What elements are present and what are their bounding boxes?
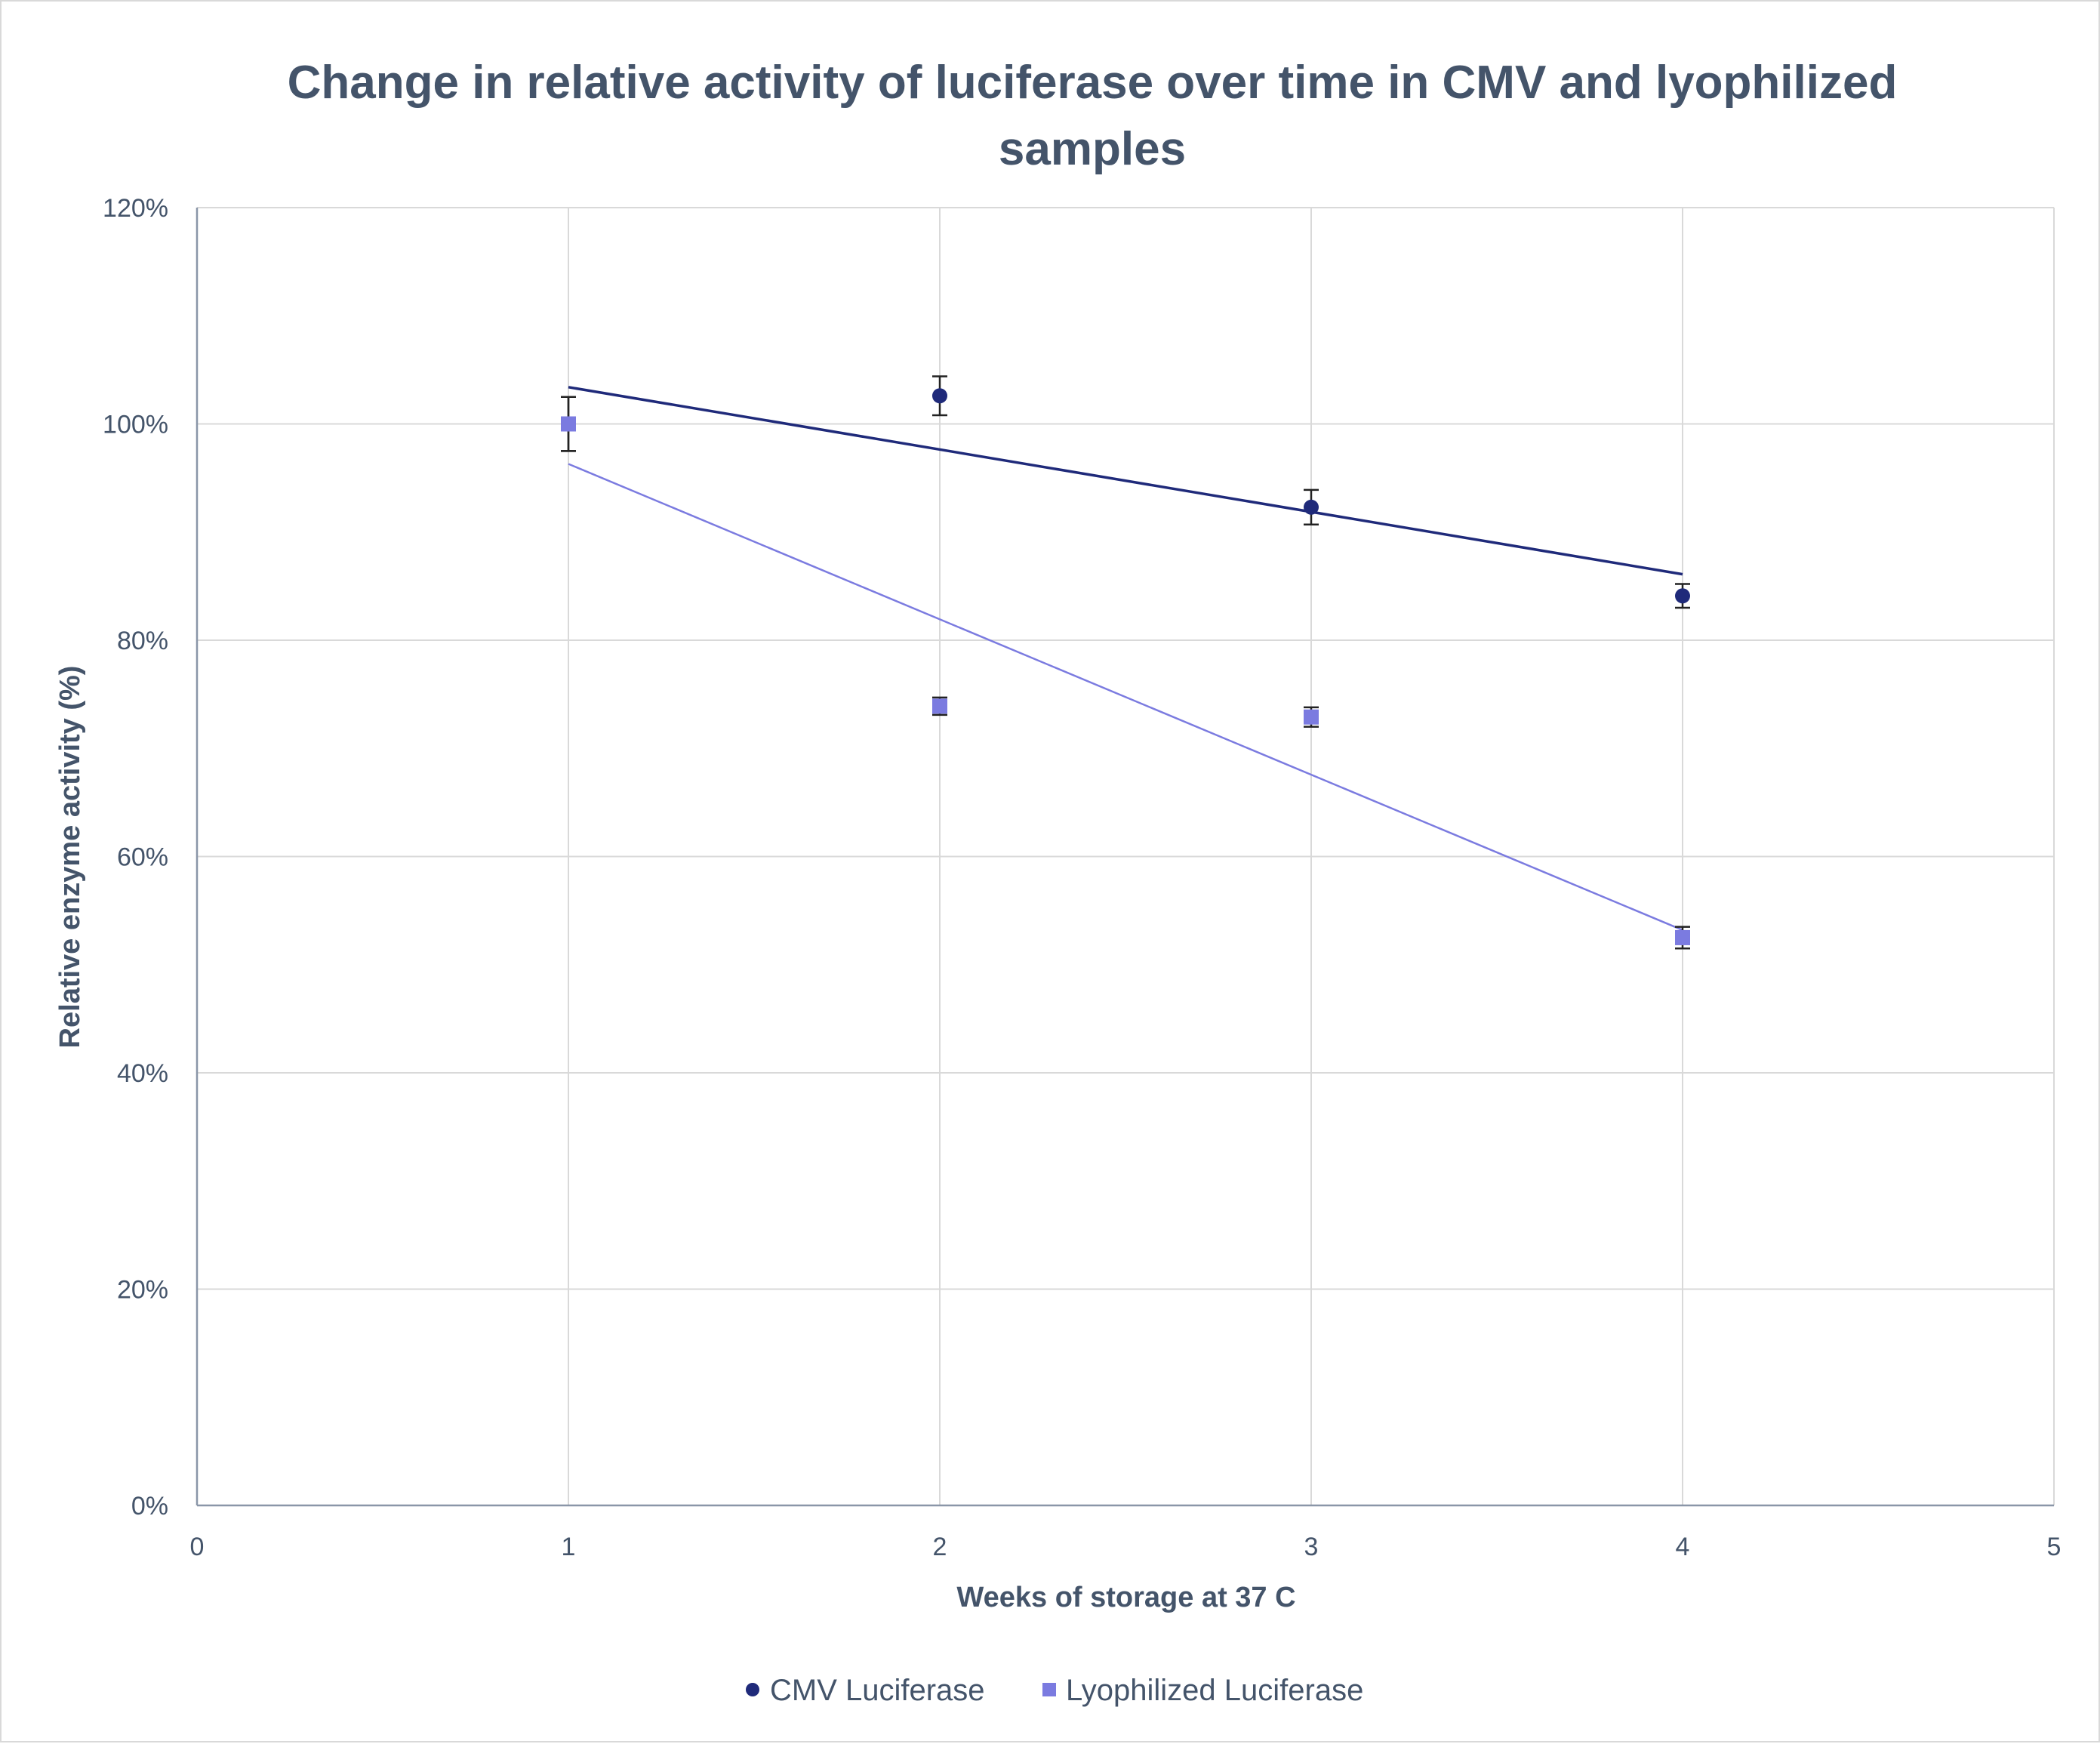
lyophilized-trendline xyxy=(568,463,1683,932)
axes xyxy=(196,208,2054,1507)
x-tick-label: 4 xyxy=(1676,1533,1690,1561)
x-tick-label: 1 xyxy=(562,1533,576,1561)
cmv-point xyxy=(1675,588,1690,604)
cmv-point xyxy=(1304,499,1319,515)
data-points xyxy=(561,388,1690,945)
legend-cmv-marker xyxy=(746,1683,759,1696)
lyophilized-point xyxy=(1304,709,1319,725)
legend: CMV Luciferase Lyophilized Luciferase xyxy=(746,1674,1363,1707)
y-tick-label: 120% xyxy=(103,194,168,223)
legend-lyophilized-marker xyxy=(1042,1683,1056,1696)
lyophilized-point xyxy=(561,416,576,432)
gridlines xyxy=(197,207,2055,1505)
y-tick-label: 40% xyxy=(117,1059,168,1088)
cmv-trendline xyxy=(568,386,1683,576)
y-tick-label: 80% xyxy=(117,627,168,655)
x-tick-label: 0 xyxy=(190,1533,205,1561)
y-tick-label: 20% xyxy=(117,1276,168,1305)
x-tick-label: 3 xyxy=(1304,1533,1319,1561)
lyophilized-point xyxy=(1675,929,1690,945)
legend-cmv-label: CMV Luciferase xyxy=(770,1674,985,1707)
y-axis-title: Relative enzyme activity (%) xyxy=(54,666,86,1049)
x-tick-label: 5 xyxy=(2047,1533,2062,1561)
cmv-point xyxy=(932,388,947,404)
chart-title-line-1: Change in relative activity of luciferas… xyxy=(288,57,1898,109)
x-axis-title: Weeks of storage at 37 C xyxy=(956,1582,1295,1613)
y-tick-label: 0% xyxy=(131,1492,168,1521)
chart-title: Change in relative activity of luciferas… xyxy=(288,57,1898,175)
x-tick-label: 2 xyxy=(933,1533,947,1561)
legend-lyophilized-label: Lyophilized Luciferase xyxy=(1066,1674,1363,1707)
lyophilized-point xyxy=(932,698,947,714)
chart-title-line-2: samples xyxy=(999,123,1186,175)
y-tick-label: 100% xyxy=(103,411,168,439)
y-tick-label: 60% xyxy=(117,843,168,872)
tick-labels: 0% 20% 40% 60% 80% 100% 120% 0 1 2 3 4 5 xyxy=(103,194,2061,1561)
trendlines xyxy=(568,386,1683,932)
